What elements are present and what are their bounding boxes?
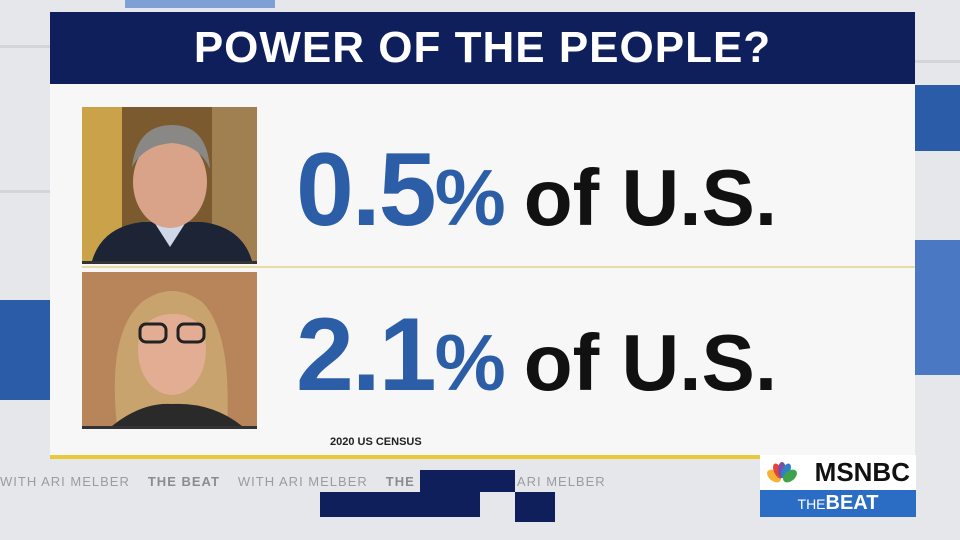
decor <box>420 470 515 492</box>
photo <box>82 272 257 429</box>
photo <box>82 107 257 264</box>
logo-show-prefix: THE <box>797 496 826 512</box>
decor <box>515 492 555 522</box>
stat-number: 0.5 <box>296 132 437 248</box>
decor <box>0 45 50 48</box>
logo-text: MSNBC <box>814 457 910 487</box>
stat: 0.5% of U.S. <box>296 138 777 242</box>
stat-unit: % <box>434 318 506 407</box>
ticker: WITH ARI MELBER THE BEAT WITH ARI MELBER TH… <box>0 474 760 489</box>
decor <box>0 300 50 400</box>
portrait <box>82 107 257 261</box>
source: 2020 US CENSUS <box>330 436 422 448</box>
stat: 2.1% of U.S. <box>296 303 777 407</box>
title: POWER OF THE PEOPLE? <box>50 12 915 84</box>
decor <box>0 190 50 193</box>
stat-suffix: of U.S. <box>523 318 778 407</box>
divider <box>82 266 915 268</box>
logo-show: THEBEAT <box>760 490 916 517</box>
peacock <box>767 462 797 483</box>
logo-show-name: BEAT <box>825 492 879 514</box>
decor <box>915 240 960 375</box>
decor <box>320 492 480 517</box>
decor <box>915 60 960 63</box>
ticker-item: WITH ARI MELBER <box>237 474 368 489</box>
stat-unit: % <box>434 153 506 242</box>
stat-number: 2.1 <box>296 297 437 413</box>
ticker-item: WITH ARI MELBER <box>0 474 130 489</box>
logo-network: MSNBC <box>760 455 916 490</box>
ticker-item: THE BEAT <box>147 474 220 489</box>
accent-line <box>50 455 760 459</box>
portrait <box>82 272 257 426</box>
decor <box>125 0 275 8</box>
stat-suffix: of U.S. <box>523 153 778 242</box>
decor <box>915 85 960 151</box>
